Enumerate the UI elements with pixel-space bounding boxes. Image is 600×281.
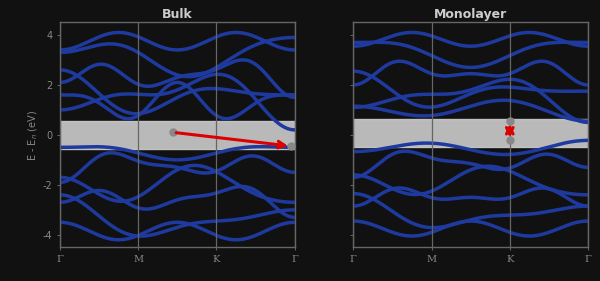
Title: Monolayer: Monolayer xyxy=(434,8,507,21)
Title: Bulk: Bulk xyxy=(162,8,193,21)
Bar xyxy=(60,121,295,149)
Bar xyxy=(353,119,588,147)
Y-axis label: E - E$_n$ (eV): E - E$_n$ (eV) xyxy=(26,109,40,160)
